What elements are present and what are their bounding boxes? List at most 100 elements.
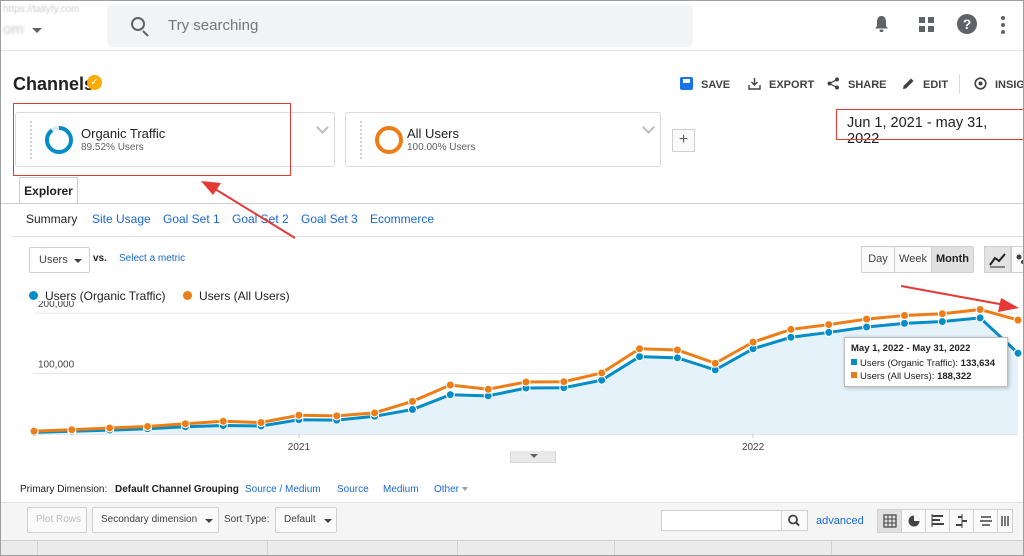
plot-rows-button[interactable]: Plot Rows [27, 507, 87, 533]
data-point-all-users[interactable] [29, 426, 39, 436]
legend-item-all-users[interactable]: Users (All Users) [183, 289, 290, 303]
subtab-goal-set-1[interactable]: Goal Set 1 [163, 212, 220, 226]
annotation-arrow-chart [900, 285, 1006, 306]
edit-icon [903, 78, 914, 89]
data-point-organic[interactable] [445, 390, 455, 400]
subtab-site-usage[interactable]: Site Usage [92, 212, 151, 226]
data-point-all-users[interactable] [483, 384, 493, 394]
edit-button[interactable]: EDIT [902, 77, 948, 91]
dimension-other[interactable]: Other [434, 484, 468, 495]
period-day-button[interactable]: Day [862, 247, 895, 272]
data-point-all-users[interactable] [256, 418, 266, 428]
motion-chart-button[interactable] [1011, 246, 1023, 273]
select-metric-link[interactable]: Select a metric [119, 253, 186, 264]
data-point-all-users[interactable] [937, 309, 947, 319]
account-url: https://tallyfy.com [3, 4, 80, 15]
data-point-all-users[interactable] [218, 416, 228, 426]
page-title: Channels [13, 74, 95, 94]
table-filter-input[interactable] [661, 510, 782, 531]
data-point-organic[interactable] [1013, 348, 1023, 358]
data-point-all-users[interactable] [862, 314, 872, 324]
subtab-ecommerce[interactable]: Ecommerce [370, 212, 435, 226]
vs-label: vs. [93, 253, 107, 264]
data-point-all-users[interactable] [824, 320, 834, 330]
data-point-all-users[interactable] [899, 311, 909, 321]
apps-icon[interactable] [919, 17, 934, 32]
data-point-all-users[interactable] [294, 410, 304, 420]
subtab-goal-set-2[interactable]: Goal Set 2 [232, 212, 289, 226]
view-performance-button[interactable] [926, 510, 950, 532]
more-vert-icon[interactable] [1001, 16, 1005, 34]
share-icon [827, 77, 839, 90]
data-point-all-users[interactable] [332, 411, 342, 421]
insights-button[interactable]: INSIGHTS [974, 77, 1023, 91]
insights-icon [974, 77, 987, 90]
view-data-table-button[interactable] [878, 510, 902, 532]
save-button[interactable]: SAVE [680, 77, 730, 91]
metric-select[interactable]: Users [29, 247, 90, 273]
dimension-medium[interactable]: Medium [383, 484, 419, 495]
dimension-source-medium[interactable]: Source / Medium [245, 484, 321, 495]
data-point-all-users[interactable] [143, 421, 153, 431]
advanced-filter-link[interactable]: advanced [816, 515, 864, 527]
table-filter-search-button[interactable] [781, 510, 808, 531]
segment-card-all-users[interactable]: All Users 100.00% Users [345, 112, 661, 167]
data-point-all-users[interactable] [975, 304, 985, 314]
share-button[interactable]: SHARE [827, 77, 887, 91]
legend-label-organic: Users (Organic Traffic) [45, 289, 166, 303]
period-week-button[interactable]: Week [895, 247, 932, 272]
sort-type-select[interactable]: Default [275, 507, 337, 533]
view-term-cloud-button[interactable] [974, 510, 998, 532]
segment-drag-handle[interactable] [30, 121, 34, 159]
help-icon[interactable]: ? [957, 14, 977, 34]
caret-down-icon [74, 259, 82, 263]
segment-drag-handle[interactable] [360, 121, 364, 159]
data-point-all-users[interactable] [180, 419, 190, 429]
table-column-divider [457, 540, 458, 555]
data-point-all-users[interactable] [748, 337, 758, 347]
data-point-all-users[interactable] [445, 380, 455, 390]
actions-divider [959, 74, 960, 94]
view-comparison-button[interactable] [950, 510, 974, 532]
view-percentage-button[interactable] [902, 510, 926, 532]
search-placeholder[interactable]: Try searching [168, 17, 259, 34]
period-month-button[interactable]: Month [932, 247, 973, 272]
secondary-dimension-select[interactable]: Secondary dimension [92, 507, 219, 533]
subtab-summary[interactable]: Summary [26, 212, 78, 226]
segment-share: 100.00% Users [407, 142, 476, 153]
data-point-all-users[interactable] [1013, 315, 1023, 325]
data-point-all-users[interactable] [407, 396, 417, 406]
data-point-all-users[interactable] [521, 377, 531, 387]
table-column-divider [37, 540, 38, 555]
add-segment-button[interactable]: + [672, 129, 695, 152]
data-point-all-users[interactable] [559, 377, 569, 387]
caret-down-icon [324, 519, 332, 523]
data-point-all-users[interactable] [105, 423, 115, 433]
segment-card-organic[interactable]: Organic Traffic 89.52% Users [15, 112, 335, 167]
tab-explorer[interactable]: Explorer [19, 177, 78, 204]
table-header [1, 540, 1023, 555]
subtab-goal-set-3[interactable]: Goal Set 3 [301, 212, 358, 226]
data-point-all-users[interactable] [67, 425, 77, 435]
chart-collapse-handle[interactable] [510, 451, 556, 463]
account-name[interactable]: om [3, 21, 24, 38]
dimension-source[interactable]: Source [337, 484, 369, 495]
data-point-all-users[interactable] [786, 324, 796, 334]
legend-item-organic[interactable]: Users (Organic Traffic) [29, 289, 165, 303]
account-caret-icon[interactable] [32, 28, 42, 33]
view-pivot-button[interactable] [998, 510, 1012, 532]
sort-type-value: Default [284, 514, 316, 525]
data-point-all-users[interactable] [710, 358, 720, 368]
data-point-all-users[interactable] [635, 344, 645, 354]
data-point-all-users[interactable] [597, 368, 607, 378]
export-button[interactable]: EXPORT [748, 77, 814, 91]
dimension-default-channel-grouping[interactable]: Default Channel Grouping [115, 484, 239, 495]
users-line-chart[interactable]: 100,000 200,000 2021 2022 [1, 301, 1024, 456]
pivot-icon [1001, 516, 1009, 526]
data-point-all-users[interactable] [672, 345, 682, 355]
line-chart-button[interactable] [984, 246, 1011, 273]
data-point-all-users[interactable] [370, 408, 380, 418]
table-column-divider [614, 540, 615, 555]
bell-icon[interactable] [874, 15, 889, 33]
search-box[interactable]: Try searching [107, 4, 693, 47]
